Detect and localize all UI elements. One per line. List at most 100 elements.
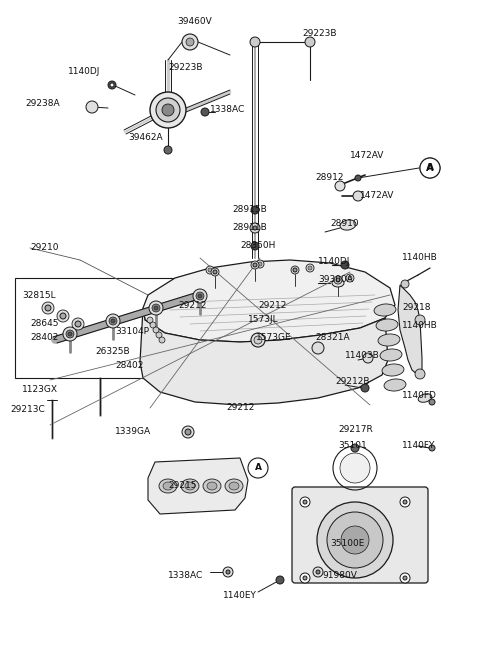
Circle shape: [420, 158, 440, 178]
Text: 29217R: 29217R: [338, 426, 373, 434]
Circle shape: [341, 261, 349, 269]
Circle shape: [355, 175, 361, 181]
Circle shape: [162, 104, 174, 116]
Circle shape: [276, 576, 284, 584]
Circle shape: [196, 292, 204, 300]
Circle shape: [111, 319, 115, 323]
Text: 1472AV: 1472AV: [350, 151, 384, 160]
Text: 1140FD: 1140FD: [402, 390, 437, 400]
Text: 1573GE: 1573GE: [256, 333, 292, 341]
Text: 28645: 28645: [30, 318, 59, 328]
Text: 11403B: 11403B: [345, 352, 380, 360]
Polygon shape: [140, 308, 388, 405]
Ellipse shape: [159, 479, 177, 493]
Ellipse shape: [380, 349, 402, 361]
Ellipse shape: [203, 479, 221, 493]
Circle shape: [150, 322, 156, 328]
Circle shape: [420, 158, 440, 178]
Text: 29238A: 29238A: [25, 98, 60, 107]
Circle shape: [60, 313, 66, 319]
Circle shape: [401, 280, 409, 288]
Circle shape: [156, 98, 180, 122]
Circle shape: [300, 573, 310, 583]
FancyBboxPatch shape: [292, 487, 428, 583]
Text: 29212B: 29212B: [335, 377, 370, 386]
Circle shape: [313, 567, 323, 577]
Circle shape: [341, 526, 369, 554]
Text: 28350H: 28350H: [240, 240, 276, 250]
Circle shape: [335, 181, 345, 191]
Circle shape: [254, 336, 262, 344]
Circle shape: [251, 333, 265, 347]
Circle shape: [86, 101, 98, 113]
Text: 1339GA: 1339GA: [115, 428, 151, 436]
Circle shape: [63, 327, 77, 341]
Circle shape: [303, 500, 307, 504]
Circle shape: [66, 330, 74, 338]
Text: 1140HB: 1140HB: [402, 253, 438, 263]
Circle shape: [316, 570, 320, 574]
Circle shape: [153, 327, 159, 333]
Circle shape: [186, 38, 194, 46]
Circle shape: [108, 81, 116, 89]
Text: 28915B: 28915B: [232, 206, 267, 214]
Circle shape: [109, 317, 117, 325]
Circle shape: [327, 512, 383, 568]
Circle shape: [336, 278, 340, 282]
Circle shape: [250, 223, 260, 233]
Polygon shape: [143, 260, 395, 342]
Circle shape: [75, 321, 81, 327]
Circle shape: [400, 497, 410, 507]
Circle shape: [45, 305, 51, 311]
Circle shape: [253, 263, 257, 267]
Ellipse shape: [374, 304, 396, 316]
Text: 1338AC: 1338AC: [168, 571, 203, 580]
Circle shape: [208, 268, 212, 272]
Circle shape: [403, 500, 407, 504]
Circle shape: [258, 262, 262, 266]
Circle shape: [152, 304, 160, 312]
Circle shape: [308, 266, 312, 270]
Ellipse shape: [207, 482, 217, 490]
Text: 29223B: 29223B: [302, 29, 336, 39]
Text: 1123GX: 1123GX: [22, 386, 58, 394]
Text: 39460V: 39460V: [178, 18, 212, 26]
Circle shape: [415, 315, 425, 325]
Ellipse shape: [332, 279, 344, 287]
Text: 1472AV: 1472AV: [360, 191, 395, 200]
Circle shape: [223, 567, 233, 577]
Circle shape: [415, 369, 425, 379]
Circle shape: [351, 444, 359, 452]
Circle shape: [182, 34, 198, 50]
Circle shape: [42, 302, 54, 314]
Circle shape: [306, 264, 314, 272]
Circle shape: [206, 266, 214, 274]
Text: 29215: 29215: [168, 481, 196, 491]
Circle shape: [68, 332, 72, 336]
Circle shape: [305, 37, 315, 47]
Text: 1140DJ: 1140DJ: [318, 257, 350, 267]
Circle shape: [346, 274, 354, 282]
Circle shape: [159, 337, 165, 343]
Circle shape: [248, 458, 268, 478]
Text: 39300A: 39300A: [318, 276, 353, 284]
Text: A: A: [426, 163, 434, 173]
Text: 35101: 35101: [338, 441, 367, 449]
Text: A: A: [427, 164, 433, 172]
Text: 39462A: 39462A: [128, 132, 163, 141]
Circle shape: [57, 310, 69, 322]
Circle shape: [303, 576, 307, 580]
Ellipse shape: [229, 482, 239, 490]
Circle shape: [340, 453, 370, 483]
Text: 1140EY: 1140EY: [223, 591, 257, 599]
Circle shape: [211, 268, 219, 276]
Ellipse shape: [181, 479, 199, 493]
Circle shape: [251, 206, 259, 214]
Circle shape: [149, 301, 163, 315]
Text: 1140FY: 1140FY: [402, 441, 435, 449]
Circle shape: [164, 146, 172, 154]
Circle shape: [201, 108, 209, 116]
Circle shape: [72, 318, 84, 330]
Circle shape: [429, 399, 435, 405]
Circle shape: [185, 429, 191, 435]
